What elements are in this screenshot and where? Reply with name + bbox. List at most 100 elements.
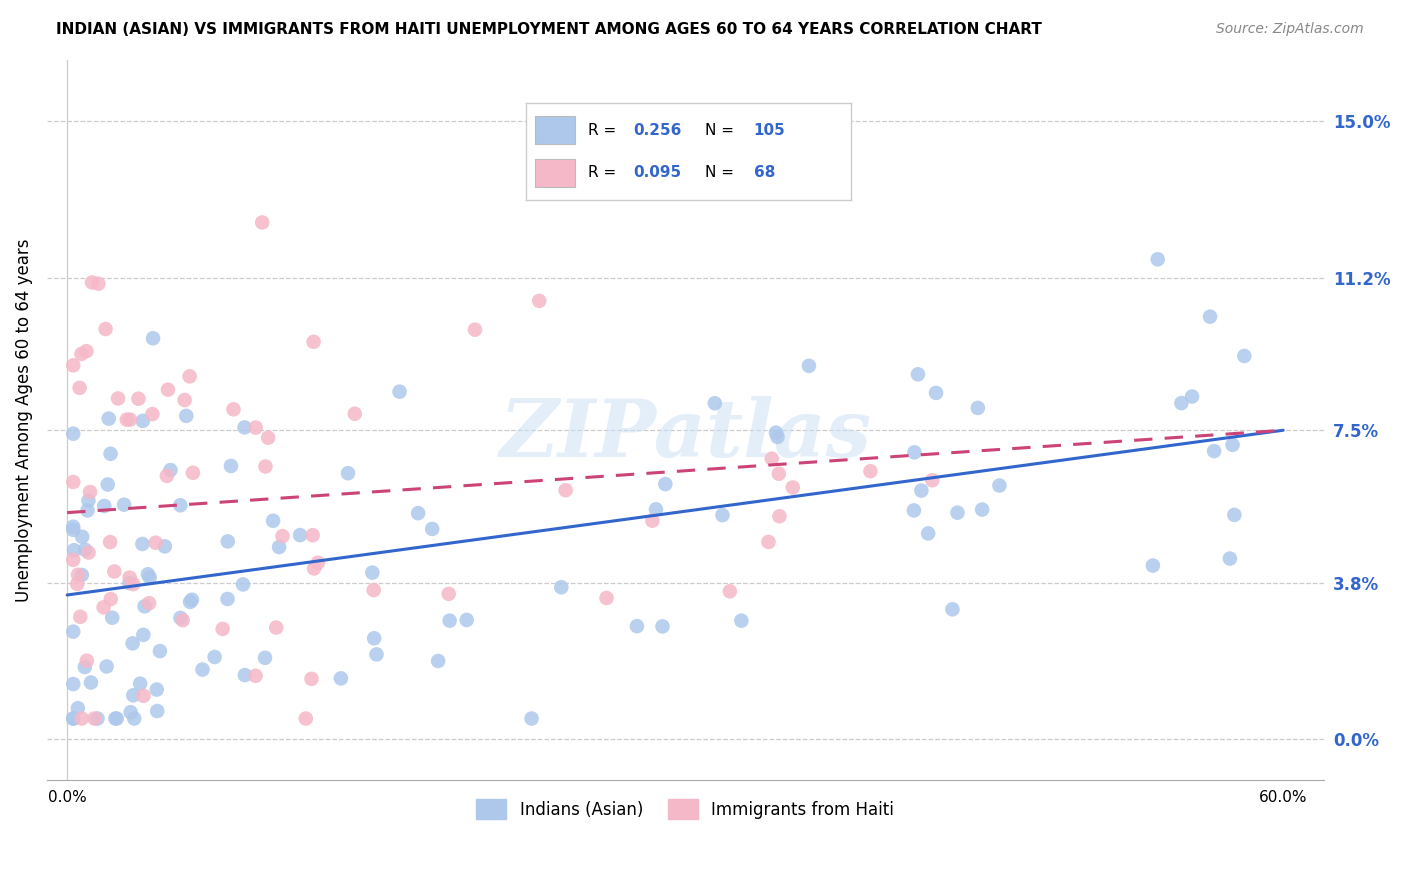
Indians (Asian)	[122, 712, 145, 726]
Immigrants from Haiti	[302, 334, 325, 349]
Y-axis label: Unemployment Among Ages 60 to 64 years: Unemployment Among Ages 60 to 64 years	[15, 238, 32, 602]
Indians (Asian)	[645, 502, 668, 516]
Immigrants from Haiti	[141, 407, 163, 421]
Indians (Asian)	[97, 411, 120, 425]
Immigrants from Haiti	[179, 369, 201, 384]
Immigrants from Haiti	[245, 669, 267, 683]
Immigrants from Haiti	[145, 535, 167, 549]
Indians (Asian)	[76, 503, 98, 517]
Indians (Asian)	[97, 477, 120, 491]
Indians (Asian)	[169, 611, 191, 625]
Text: Source: ZipAtlas.com: Source: ZipAtlas.com	[1216, 22, 1364, 37]
Indians (Asian)	[132, 414, 155, 428]
Indians (Asian)	[1233, 349, 1256, 363]
Immigrants from Haiti	[93, 600, 115, 615]
Indians (Asian)	[145, 682, 167, 697]
Indians (Asian)	[62, 624, 84, 639]
Immigrants from Haiti	[264, 621, 287, 635]
Immigrants from Haiti	[70, 712, 93, 726]
Immigrants from Haiti	[464, 323, 486, 337]
Immigrants from Haiti	[302, 561, 325, 575]
Indians (Asian)	[910, 483, 932, 498]
Immigrants from Haiti	[250, 215, 273, 229]
Immigrants from Haiti	[118, 570, 141, 584]
Indians (Asian)	[366, 648, 388, 662]
Indians (Asian)	[941, 602, 963, 616]
Immigrants from Haiti	[83, 712, 105, 726]
Indians (Asian)	[1142, 558, 1164, 573]
Indians (Asian)	[86, 712, 108, 726]
Immigrants from Haiti	[554, 483, 576, 498]
Immigrants from Haiti	[107, 392, 129, 406]
Indians (Asian)	[62, 523, 84, 537]
Immigrants from Haiti	[343, 407, 366, 421]
Indians (Asian)	[70, 530, 93, 544]
Indians (Asian)	[217, 591, 239, 606]
Indians (Asian)	[288, 528, 311, 542]
Immigrants from Haiti	[859, 464, 882, 478]
Indians (Asian)	[917, 526, 939, 541]
Immigrants from Haiti	[80, 276, 103, 290]
Indians (Asian)	[730, 614, 752, 628]
Immigrants from Haiti	[138, 596, 160, 610]
Indians (Asian)	[181, 592, 204, 607]
Indians (Asian)	[131, 537, 153, 551]
Indians (Asian)	[70, 568, 93, 582]
Indians (Asian)	[142, 331, 165, 345]
Immigrants from Haiti	[77, 546, 100, 560]
Immigrants from Haiti	[257, 431, 280, 445]
Indians (Asian)	[427, 654, 450, 668]
Indians (Asian)	[1219, 551, 1241, 566]
Immigrants from Haiti	[595, 591, 617, 605]
Immigrants from Haiti	[172, 613, 194, 627]
Indians (Asian)	[217, 534, 239, 549]
Indians (Asian)	[62, 426, 84, 441]
Immigrants from Haiti	[87, 277, 110, 291]
Immigrants from Haiti	[254, 459, 277, 474]
Immigrants from Haiti	[768, 467, 790, 481]
Immigrants from Haiti	[66, 567, 89, 582]
Indians (Asian)	[159, 463, 181, 477]
Immigrants from Haiti	[156, 383, 179, 397]
Indians (Asian)	[134, 599, 156, 614]
Indians (Asian)	[105, 712, 128, 726]
Indians (Asian)	[626, 619, 648, 633]
Immigrants from Haiti	[181, 466, 204, 480]
Immigrants from Haiti	[122, 577, 145, 591]
Immigrants from Haiti	[66, 577, 89, 591]
Indians (Asian)	[925, 385, 948, 400]
Indians (Asian)	[118, 576, 141, 591]
Indians (Asian)	[907, 368, 929, 382]
Indians (Asian)	[146, 704, 169, 718]
Indians (Asian)	[456, 613, 478, 627]
Indians (Asian)	[132, 628, 155, 642]
Immigrants from Haiti	[211, 622, 233, 636]
Indians (Asian)	[75, 542, 97, 557]
Indians (Asian)	[765, 425, 787, 440]
Immigrants from Haiti	[271, 529, 294, 543]
Immigrants from Haiti	[118, 412, 141, 426]
Indians (Asian)	[122, 689, 145, 703]
Immigrants from Haiti	[761, 451, 783, 466]
Indians (Asian)	[329, 672, 352, 686]
Indians (Asian)	[104, 712, 127, 726]
Immigrants from Haiti	[75, 344, 97, 359]
Indians (Asian)	[153, 540, 176, 554]
Indians (Asian)	[406, 506, 429, 520]
Immigrants from Haiti	[79, 485, 101, 500]
Immigrants from Haiti	[437, 587, 460, 601]
Immigrants from Haiti	[758, 535, 780, 549]
Immigrants from Haiti	[115, 412, 138, 426]
Indians (Asian)	[1199, 310, 1222, 324]
Immigrants from Haiti	[173, 392, 195, 407]
Text: ZIPatlas: ZIPatlas	[499, 396, 872, 473]
Immigrants from Haiti	[94, 322, 117, 336]
Indians (Asian)	[711, 508, 734, 522]
Immigrants from Haiti	[156, 468, 179, 483]
Immigrants from Haiti	[132, 689, 155, 703]
Immigrants from Haiti	[921, 473, 943, 487]
Indians (Asian)	[797, 359, 820, 373]
Indians (Asian)	[232, 577, 254, 591]
Indians (Asian)	[439, 614, 461, 628]
Indians (Asian)	[129, 676, 152, 690]
